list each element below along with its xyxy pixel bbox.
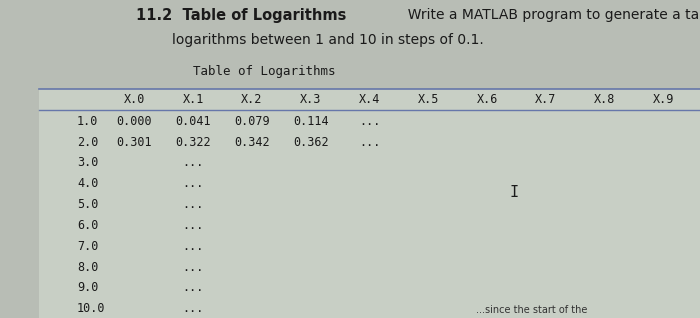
Text: ...: ...: [359, 115, 380, 128]
Text: 1.0: 1.0: [77, 115, 99, 128]
Text: X.3: X.3: [300, 93, 321, 106]
Text: ...: ...: [183, 219, 204, 232]
Text: 11.2  Table of Logarithms: 11.2 Table of Logarithms: [136, 8, 347, 23]
Text: 0.362: 0.362: [293, 135, 328, 149]
Text: 0.079: 0.079: [234, 115, 270, 128]
Text: X.6: X.6: [477, 93, 498, 106]
Text: 0.342: 0.342: [234, 135, 270, 149]
Text: ...: ...: [183, 260, 204, 273]
Text: X.1: X.1: [183, 93, 204, 106]
Text: ...: ...: [183, 156, 204, 169]
Text: 0.041: 0.041: [175, 115, 211, 128]
Text: ...: ...: [183, 198, 204, 211]
Text: 9.0: 9.0: [77, 281, 99, 294]
Text: X.4: X.4: [359, 93, 380, 106]
Text: 0.000: 0.000: [116, 115, 152, 128]
Text: 0.114: 0.114: [293, 115, 328, 128]
Text: 4.0: 4.0: [77, 177, 99, 190]
Text: 8.0: 8.0: [77, 260, 99, 273]
Text: 2.0: 2.0: [77, 135, 99, 149]
Text: ...: ...: [183, 281, 204, 294]
Text: Table of Logarithms: Table of Logarithms: [193, 65, 335, 78]
Text: 0.301: 0.301: [116, 135, 152, 149]
Text: 5.0: 5.0: [77, 198, 99, 211]
Text: ...: ...: [183, 302, 204, 315]
Text: 0.322: 0.322: [175, 135, 211, 149]
Text: I: I: [510, 185, 519, 200]
Text: X.5: X.5: [418, 93, 439, 106]
Text: X.8: X.8: [594, 93, 615, 106]
Text: ...since the start of the: ...since the start of the: [476, 305, 587, 315]
Text: 7.0: 7.0: [77, 240, 99, 253]
Text: ...: ...: [359, 135, 380, 149]
Text: ...: ...: [183, 177, 204, 190]
Text: X.7: X.7: [536, 93, 556, 106]
Text: X.0: X.0: [124, 93, 145, 106]
Text: X.9: X.9: [653, 93, 674, 106]
Text: Write a MATLAB program to generate a table of the base-10: Write a MATLAB program to generate a tab…: [399, 8, 700, 22]
Text: 3.0: 3.0: [77, 156, 99, 169]
Text: 10.0: 10.0: [77, 302, 106, 315]
Text: ...: ...: [183, 240, 204, 253]
Text: X.2: X.2: [241, 93, 262, 106]
Text: 6.0: 6.0: [77, 219, 99, 232]
Text: logarithms between 1 and 10 in steps of 0.1.: logarithms between 1 and 10 in steps of …: [172, 33, 483, 47]
